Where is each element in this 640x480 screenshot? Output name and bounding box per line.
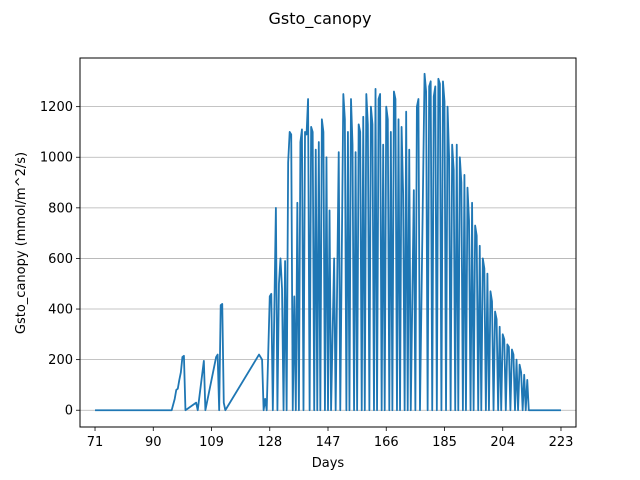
x-tick-label: 166 xyxy=(374,435,399,450)
y-axis: 0 200 400 600 800 1000 1200 xyxy=(40,100,80,419)
x-axis: 71 90 109 128 147 166 185 204 223 xyxy=(87,427,574,450)
y-tick-label: 200 xyxy=(48,353,73,368)
y-axis-label: Gsto_canopy (mmol/m^2/s) xyxy=(14,152,29,334)
y-tick-label: 1000 xyxy=(40,151,73,166)
y-tick-label: 0 xyxy=(65,404,73,419)
series-layer xyxy=(95,72,561,412)
x-tick-label: 109 xyxy=(199,435,224,450)
y-tick-label: 800 xyxy=(48,201,73,216)
x-tick-label: 128 xyxy=(257,435,282,450)
x-axis-label: Days xyxy=(312,456,345,471)
y-tick-label: 1200 xyxy=(40,100,73,115)
series-line xyxy=(95,72,561,412)
x-tick-label: 185 xyxy=(432,435,457,450)
y-tick-label: 400 xyxy=(48,303,73,318)
x-tick-label: 90 xyxy=(145,435,162,450)
x-tick-label: 223 xyxy=(549,435,574,450)
chart-title: Gsto_canopy xyxy=(269,9,372,29)
x-tick-label: 204 xyxy=(490,435,515,450)
x-tick-label: 71 xyxy=(87,435,104,450)
y-tick-label: 600 xyxy=(48,252,73,267)
x-tick-label: 147 xyxy=(316,435,341,450)
